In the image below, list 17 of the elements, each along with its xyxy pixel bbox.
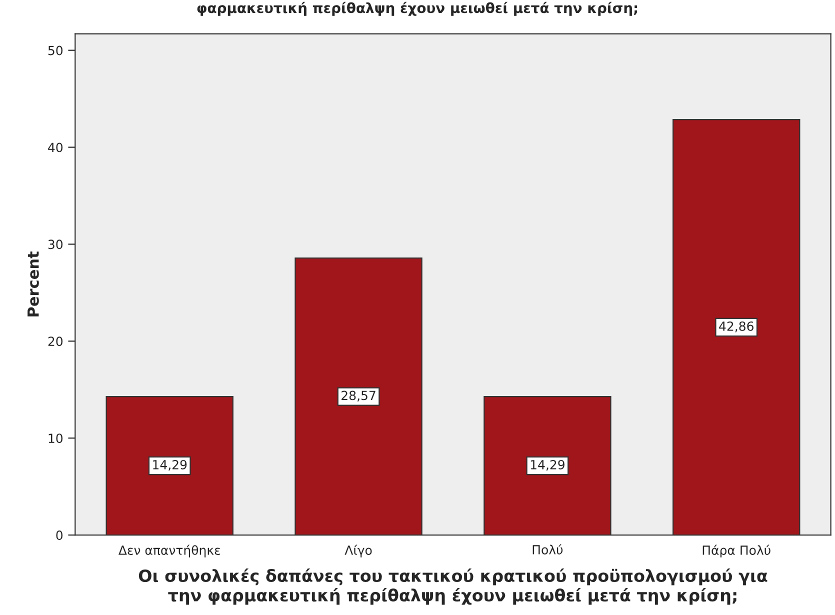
y-tick-label: 20 bbox=[48, 336, 63, 346]
data-label: 28,57 bbox=[342, 390, 376, 402]
data-label: 14,29 bbox=[153, 460, 187, 471]
y-tick-label: 30 bbox=[48, 240, 63, 250]
x-axis-title: Οι συνολικές δαπάνες του τακτικού κρατικού προϋπολογισμού για την φαρμακευτική περίθαλψη έχουν μειωθεί μετά την κρίση; bbox=[138, 568, 768, 605]
y-tick-label: 0 bbox=[56, 530, 63, 540]
data-label: 42,86 bbox=[719, 321, 754, 332]
y-axis-title: Percent bbox=[28, 251, 39, 316]
x-tick-label: Δεν απαντήθηκε bbox=[118, 544, 220, 558]
y-tick-label: 50 bbox=[48, 46, 63, 56]
y-tick-label: 10 bbox=[48, 434, 63, 444]
x-tick-label: Λίγο bbox=[344, 544, 372, 558]
x-tick-label: Πολύ bbox=[532, 544, 563, 554]
data-label: 14,29 bbox=[530, 460, 564, 471]
y-tick-label: 40 bbox=[48, 142, 63, 152]
x-tick-label: Πάρα Πολύ bbox=[702, 544, 770, 558]
chart-title: φαρμακευτική περίθαλψη έχουν μειωθεί μετά την κρίση; bbox=[197, 2, 638, 16]
